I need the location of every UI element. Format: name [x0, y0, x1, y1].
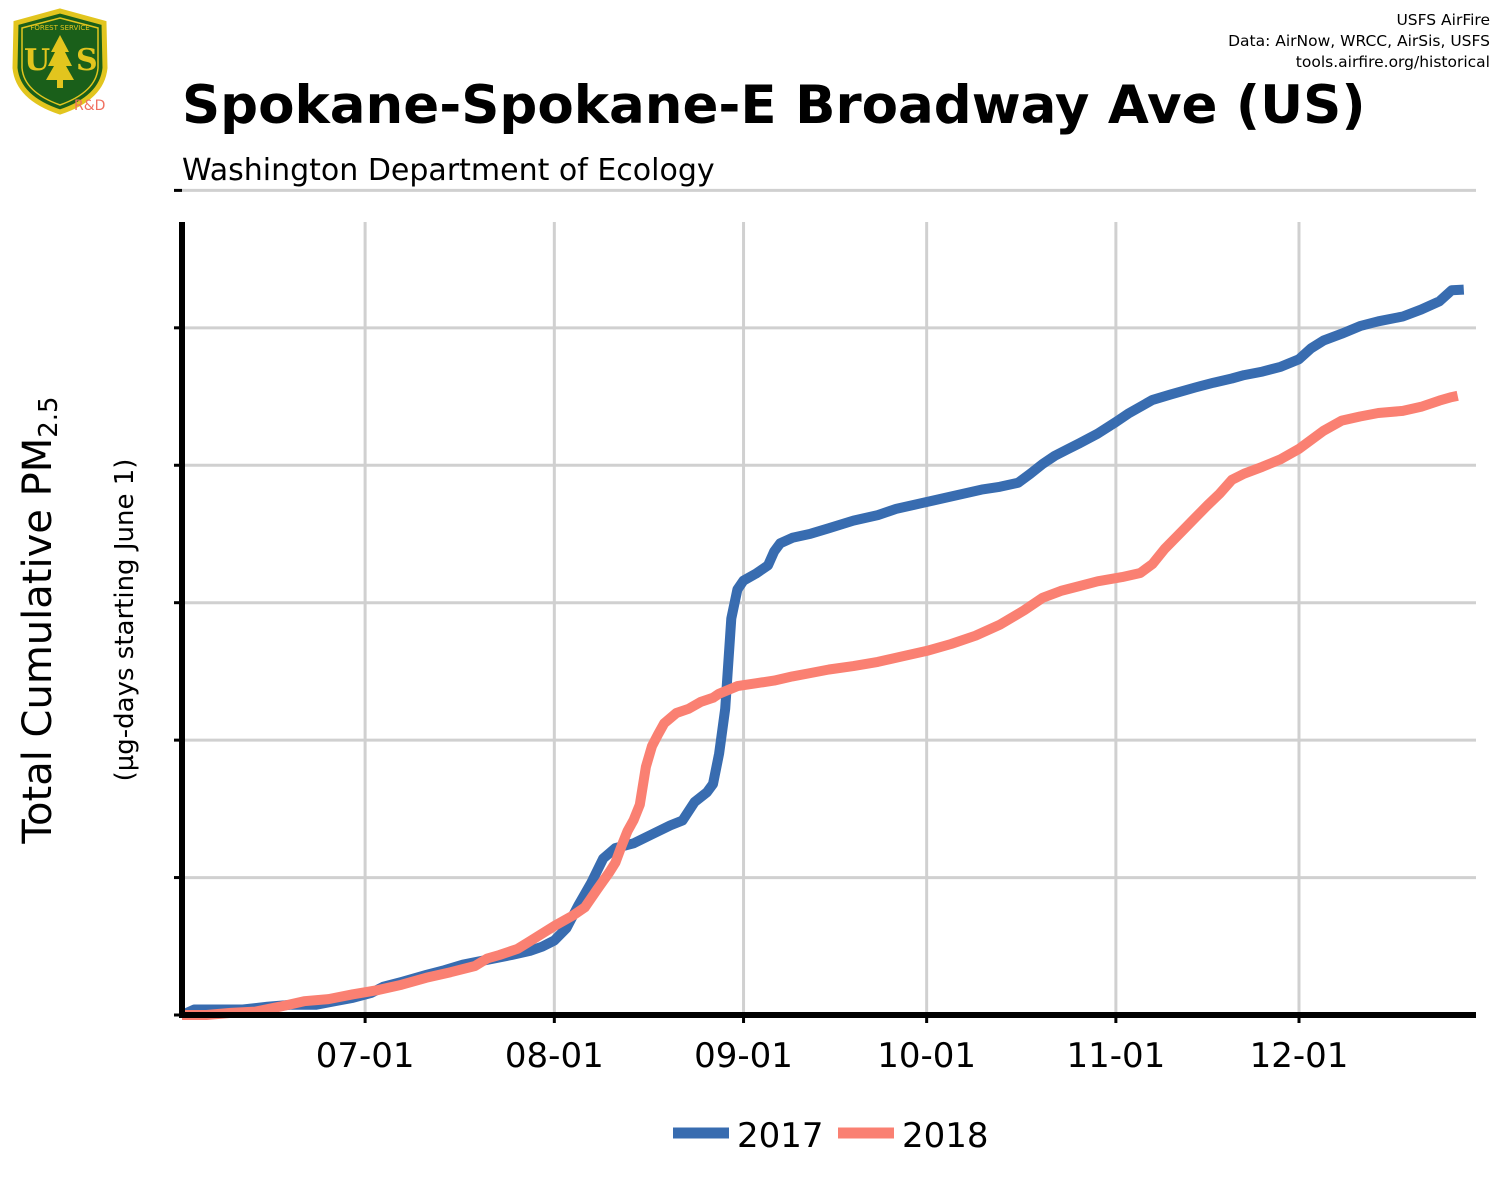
x-tick-label: 09-01 [694, 1036, 793, 1076]
series-layer [179, 284, 1465, 1020]
grid-layer [182, 188, 1476, 1015]
forest-service-shield-icon: U S FOREST SERVICE [12, 8, 108, 115]
series-line-2017 [179, 284, 1465, 1020]
series-line-2018 [182, 390, 1459, 1020]
axis-layer: 07-01 08-01 09-01 10-01 11-01 12-01 [174, 188, 1476, 1076]
logo: U S FOREST SERVICE R&D [8, 8, 112, 118]
logo-top-text: FOREST SERVICE [30, 24, 89, 32]
x-tick-label: 10-01 [877, 1036, 976, 1076]
tree-icon [46, 35, 74, 80]
legend-label-2018: 2018 [902, 1116, 989, 1156]
x-tick-label: 07-01 [316, 1036, 415, 1076]
chart-title: Spokane-Spokane-E Broadway Ave (US) [182, 75, 1366, 136]
credit-line-3: tools.airfire.org/historical [1295, 53, 1490, 71]
logo-rd-tag: R&D [74, 98, 106, 114]
x-tick-label: 08-01 [505, 1036, 604, 1076]
legend: 2017 2018 [673, 1116, 989, 1156]
x-tick-label: 12-01 [1250, 1036, 1349, 1076]
chart-subtitle: Washington Department of Ecology [182, 153, 715, 188]
logo-letter-u: U [24, 43, 50, 78]
logo-letter-s: S [76, 43, 98, 78]
x-tick-label: 11-01 [1066, 1036, 1165, 1076]
legend-label-2017: 2017 [737, 1116, 824, 1156]
credit-line-1: USFS AirFire [1396, 11, 1490, 29]
credit-line-2: Data: AirNow, WRCC, AirSis, USFS [1228, 32, 1490, 50]
